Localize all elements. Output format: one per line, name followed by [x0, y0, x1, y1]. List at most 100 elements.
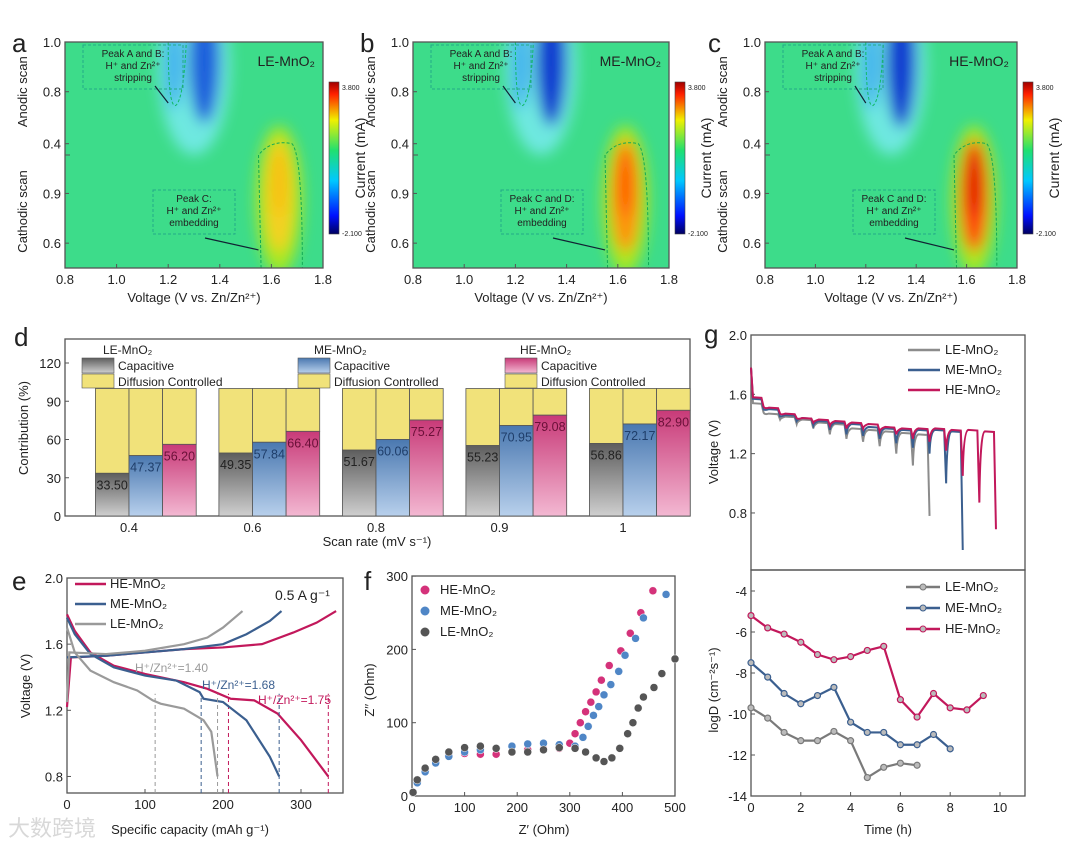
- data-point: [599, 690, 609, 700]
- y-tick-label: 0.6: [743, 236, 761, 251]
- data-point: [507, 747, 517, 757]
- legend-marker: [919, 583, 927, 591]
- data-point: [863, 773, 871, 782]
- data-point: [913, 713, 921, 721]
- y-tick-label: 0.9: [43, 186, 61, 201]
- cathodic-note-line: Peak C and D:: [861, 194, 926, 205]
- bar-diffusion: [656, 388, 691, 411]
- x-tick-label: 1.0: [806, 272, 824, 287]
- data-point: [846, 652, 855, 661]
- data-point: [979, 691, 987, 700]
- data-point: [631, 634, 640, 643]
- x-tick-label: 1.0: [108, 272, 126, 287]
- bar-diffusion: [622, 388, 657, 425]
- x-tick-label: 1.4: [907, 272, 925, 287]
- bar-value-label: 56.20: [164, 449, 195, 463]
- bar-capacitive: [532, 414, 568, 517]
- cathodic-note-box: [852, 189, 936, 235]
- peak-b: [885, 42, 917, 128]
- arrow-icon: [904, 237, 955, 251]
- y-tick-label: 1.0: [43, 35, 61, 50]
- arrow-icon: [154, 85, 169, 104]
- x-tick-label: 1.4: [558, 272, 576, 287]
- data-point: [576, 718, 585, 727]
- data-point: [615, 744, 625, 753]
- category-label: 0.6: [243, 520, 261, 535]
- bar-capacitive: [252, 441, 287, 517]
- cathodic-note-line: embedding: [869, 218, 918, 229]
- data-point: [896, 741, 905, 749]
- category-label: 0.8: [367, 520, 385, 535]
- colorbar: [674, 81, 686, 235]
- bar-capacitive: [375, 439, 410, 517]
- sample-label: ME-MnO₂: [600, 53, 661, 69]
- heatmap-field: [413, 42, 669, 268]
- data-point: [846, 718, 855, 726]
- y-tick-label: 30: [47, 471, 61, 486]
- legend-capacitive: Capacitive: [118, 359, 174, 373]
- data-point: [578, 733, 588, 742]
- discharge-curve: [65, 627, 219, 777]
- panel-label: f: [364, 566, 372, 596]
- y-axis-label: Voltage (V): [706, 420, 721, 484]
- panel-label: e: [12, 566, 26, 596]
- bar-diffusion: [409, 388, 444, 421]
- data-point: [830, 683, 838, 691]
- bar-diffusion: [532, 388, 568, 416]
- x-tick-label: 0: [63, 797, 70, 812]
- heatmap-c: [765, 42, 1017, 268]
- x-tick-label: 0: [747, 800, 754, 815]
- y-tick-label: 0.9: [391, 186, 409, 201]
- peak-c-core: [271, 148, 287, 217]
- x-tick-label: 500: [664, 800, 686, 815]
- sample-label: HE-MnO₂: [949, 53, 1009, 69]
- peak-c-core: [966, 148, 982, 217]
- legend-swatch-diffusion: [504, 373, 538, 389]
- peak-b: [535, 42, 567, 127]
- data-point: [797, 700, 805, 708]
- data-point: [623, 729, 632, 738]
- x-axis-label: Voltage (V vs. Zn/Zn²⁺): [824, 290, 957, 305]
- heatmap-field: [65, 42, 323, 268]
- y-tick-label: 0: [54, 509, 61, 524]
- legend-label: HE-MnO₂: [440, 582, 496, 597]
- y-tick-label: 2.0: [45, 571, 63, 586]
- data-point: [813, 650, 822, 659]
- y-tick-label: 0.9: [743, 186, 761, 201]
- data-point: [597, 675, 606, 685]
- legend-diffusion: Diffusion Controlled: [541, 375, 646, 389]
- x-tick-label: 1.2: [159, 272, 177, 287]
- watermark: 大数跨境: [8, 816, 96, 841]
- x-tick-label: 1.6: [609, 272, 627, 287]
- bar-capacitive: [499, 425, 534, 517]
- peak-a: [165, 42, 182, 110]
- x-axis-label: Specific capacity (mAh g⁻¹): [111, 822, 269, 837]
- panel-label: b: [360, 28, 374, 58]
- y-tick-label: 1.0: [391, 35, 409, 50]
- data-point: [780, 689, 788, 698]
- legend-label: HE-MnO₂: [945, 621, 1001, 636]
- data-point: [570, 744, 580, 753]
- discharge-curve: [66, 617, 281, 777]
- legend-marker: [420, 606, 430, 616]
- y-tick-label: 60: [47, 433, 61, 448]
- data-point: [586, 697, 596, 707]
- data-point: [594, 702, 603, 711]
- peak-a: [512, 42, 529, 110]
- legend-label: ME-MnO₂: [945, 600, 1002, 615]
- y-tick-label: 1.6: [45, 637, 63, 652]
- legend-label: LE-MnO₂: [945, 342, 998, 357]
- charge-curve: [65, 610, 244, 703]
- x-tick-label: 1.8: [660, 272, 678, 287]
- x-tick-label: 200: [212, 797, 234, 812]
- y-axis-label-anodic: Anodic scan: [15, 56, 30, 127]
- legend-swatch-capacitive: [81, 357, 115, 374]
- x-tick-label: 6: [897, 800, 904, 815]
- data-point: [946, 745, 954, 753]
- x-tick-label: 400: [612, 800, 634, 815]
- data-point: [648, 586, 658, 596]
- data-point: [420, 763, 430, 773]
- y-tick-label: -8: [735, 666, 747, 681]
- anodic-note-box: [82, 44, 184, 90]
